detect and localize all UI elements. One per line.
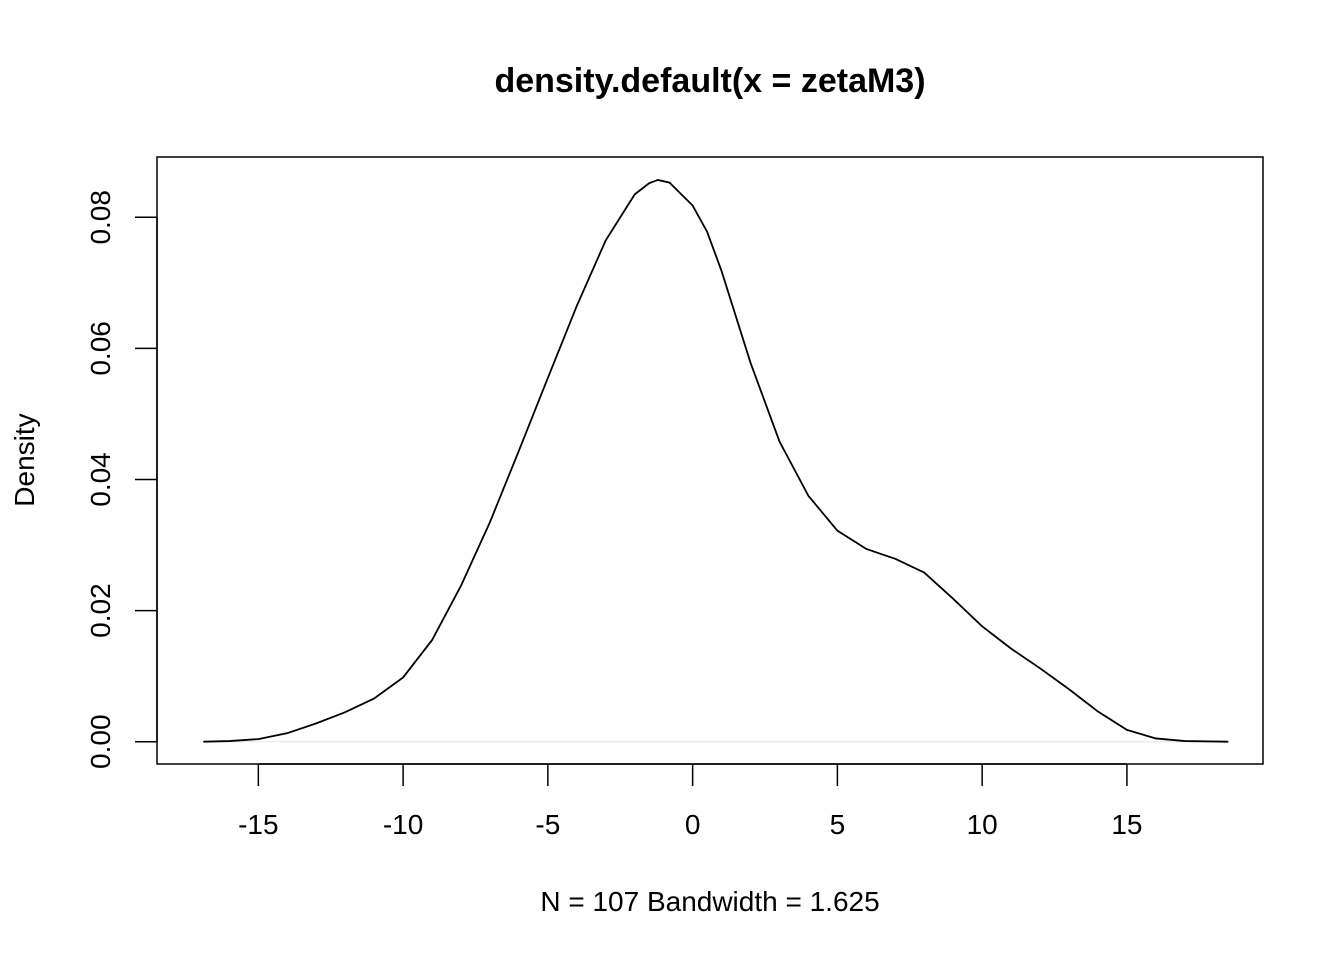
x-tick-label: -15 [238,809,278,840]
x-axis-label: N = 107 Bandwidth = 1.625 [540,886,879,917]
x-tick-label: -10 [383,809,423,840]
x-tick-label: 10 [967,809,998,840]
x-axis: -15 -10 -5 0 5 10 15 [238,763,1142,840]
plot-frame [156,156,1264,765]
y-axis-label: Density [9,413,40,506]
y-tick-label: 0.06 [85,321,116,376]
x-tick-label: 15 [1111,809,1142,840]
y-tick-label: 0.02 [85,583,116,638]
chart-title: density.default(x = zetaM3) [494,62,925,100]
y-tick-label: 0.08 [85,190,116,245]
x-tick-label: 0 [685,809,701,840]
y-axis: 0.00 0.02 0.04 0.06 0.08 [85,190,158,769]
y-tick-label: 0.04 [85,452,116,507]
x-tick-label: 5 [830,809,846,840]
density-curve [203,179,1229,743]
y-tick-label: 0.00 [85,714,116,769]
x-tick-label: -5 [535,809,560,840]
